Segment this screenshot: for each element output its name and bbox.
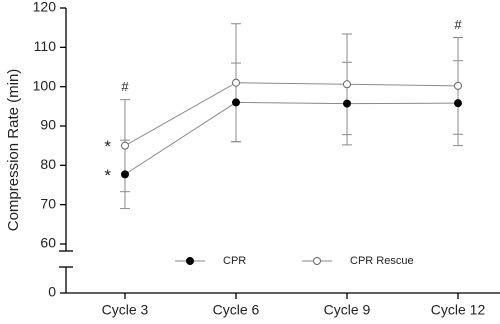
point (343, 99, 351, 108)
y-tick-label: 100 (33, 77, 57, 93)
x-tick-label: Cycle 12 (431, 302, 486, 318)
y-tick-label: 80 (40, 156, 56, 172)
y-tick-label: 120 (33, 0, 57, 15)
x-tick-label: Cycle 3 (102, 302, 149, 318)
y-tick-label: 0 (48, 284, 56, 300)
point (454, 99, 462, 108)
x-tick-label: Cycle 6 (213, 302, 260, 318)
x-tick-label: Cycle 9 (324, 302, 371, 318)
series-line (124, 82, 459, 147)
legend-label: CPR Rescue (350, 255, 414, 267)
y-tick-label: 60 (40, 235, 56, 251)
point (454, 81, 462, 90)
annotation: # (454, 17, 462, 32)
annotation: * (104, 137, 111, 156)
series-line (124, 101, 459, 175)
legend-marker (313, 257, 321, 265)
y-tick-label: 70 (40, 195, 56, 211)
y-axis-label: Compression Rate (min) (5, 69, 22, 232)
legend-marker (186, 257, 194, 265)
y-tick-label: 90 (40, 117, 56, 133)
point (121, 170, 129, 179)
legend-label: CPR (223, 255, 246, 267)
point (232, 78, 240, 87)
point (121, 141, 129, 150)
annotation: # (121, 79, 129, 94)
point (232, 98, 240, 107)
y-tick-label: 110 (34, 38, 57, 54)
annotation: * (104, 166, 111, 185)
point (343, 80, 351, 89)
